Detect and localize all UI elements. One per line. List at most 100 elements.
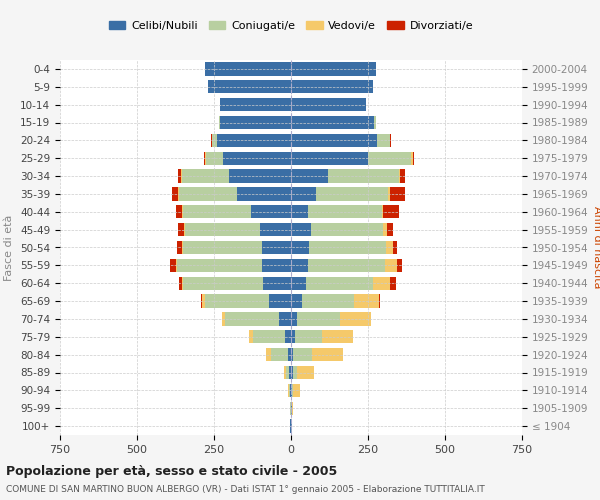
Y-axis label: Fasce di età: Fasce di età [4,214,14,280]
Bar [178,187,179,200]
Bar [368,152,411,165]
Bar [291,152,368,165]
Bar [286,366,289,379]
Bar [223,152,291,165]
Bar [292,384,293,397]
Bar [263,276,291,290]
Bar [291,80,373,94]
Bar [291,241,310,254]
Bar [217,134,291,147]
Bar [179,276,182,290]
Bar [183,241,262,254]
Bar [182,170,229,183]
Bar [297,312,340,326]
Bar [411,152,413,165]
Bar [312,348,343,362]
Bar [176,205,182,218]
Bar [383,205,399,218]
Bar [291,312,297,326]
Bar [392,241,397,254]
Bar [307,276,373,290]
Bar [383,223,387,236]
Bar [316,187,388,200]
Bar [308,205,382,218]
Bar [322,330,353,344]
Bar [185,223,260,236]
Bar [340,312,371,326]
Bar [218,116,220,129]
Bar [389,187,405,200]
Bar [250,330,253,344]
Bar [177,241,182,254]
Bar [291,276,307,290]
Text: COMUNE DI SAN MARTINO BUON ALBERGO (VR) - Dati ISTAT 1° gennaio 2005 - Elaborazi: COMUNE DI SAN MARTINO BUON ALBERGO (VR) … [6,485,485,494]
Bar [206,152,223,165]
Bar [262,258,291,272]
Bar [184,223,185,236]
Bar [387,223,393,236]
Bar [260,223,291,236]
Bar [413,152,414,165]
Bar [389,134,391,147]
Bar [328,170,399,183]
Bar [262,241,291,254]
Bar [291,205,308,218]
Bar [204,152,205,165]
Bar [183,205,251,218]
Bar [205,62,291,76]
Bar [310,241,386,254]
Bar [291,294,302,308]
Bar [220,116,291,129]
Bar [289,384,290,397]
Bar [290,384,291,397]
Bar [295,330,322,344]
Bar [293,384,299,397]
Bar [388,187,389,200]
Bar [172,187,178,200]
Bar [291,330,295,344]
Bar [253,330,285,344]
Bar [182,241,183,254]
Bar [385,258,397,272]
Bar [389,276,396,290]
Bar [293,348,312,362]
Bar [291,258,308,272]
Bar [278,312,291,326]
Legend: Celibi/Nubili, Coniugati/e, Vedovi/e, Divorziati/e: Celibi/Nubili, Coniugati/e, Vedovi/e, Di… [104,17,478,36]
Bar [399,170,400,183]
Bar [291,348,293,362]
Bar [291,98,367,112]
Bar [205,294,269,308]
Bar [308,258,385,272]
Bar [284,366,286,379]
Bar [289,366,291,379]
Bar [177,258,262,272]
Bar [291,187,316,200]
Bar [201,294,202,308]
Bar [379,294,380,308]
Bar [400,170,405,183]
Bar [220,98,291,112]
Bar [290,420,291,433]
Bar [251,205,291,218]
Bar [266,348,271,362]
Bar [291,62,376,76]
Bar [176,258,177,272]
Bar [291,134,377,147]
Text: Popolazione per età, sesso e stato civile - 2005: Popolazione per età, sesso e stato civil… [6,465,337,478]
Bar [271,348,288,362]
Bar [293,366,297,379]
Bar [222,312,225,326]
Bar [182,205,183,218]
Bar [374,116,376,129]
Bar [212,134,217,147]
Bar [285,330,291,344]
Bar [178,170,181,183]
Bar [291,402,292,415]
Bar [373,276,389,290]
Bar [291,420,292,433]
Bar [297,366,314,379]
Bar [288,348,291,362]
Bar [178,223,184,236]
Bar [202,294,205,308]
